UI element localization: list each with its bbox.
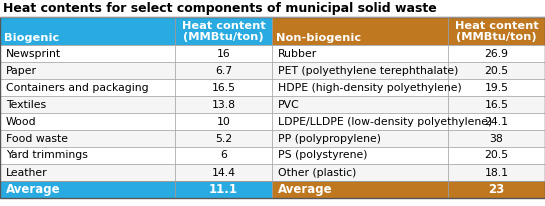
Bar: [272, 130, 448, 147]
Bar: [0, 147, 175, 164]
Bar: [0, 79, 175, 96]
Bar: [0, 17, 545, 198]
Text: Food waste: Food waste: [6, 133, 68, 144]
Bar: [175, 181, 272, 198]
Text: Newsprint: Newsprint: [6, 48, 61, 59]
Text: 6: 6: [220, 151, 227, 160]
Text: Average: Average: [278, 183, 332, 196]
Bar: [448, 79, 545, 96]
Text: Heat content: Heat content: [181, 21, 265, 31]
Bar: [175, 96, 272, 113]
Text: Leather: Leather: [6, 167, 47, 178]
Text: PVC: PVC: [278, 99, 300, 110]
Text: 14.4: 14.4: [211, 167, 235, 178]
Text: Rubber: Rubber: [278, 48, 317, 59]
Text: 16.5: 16.5: [211, 82, 235, 92]
Text: 16.5: 16.5: [485, 99, 508, 110]
Text: 11.1: 11.1: [209, 183, 238, 196]
Text: 19.5: 19.5: [485, 82, 508, 92]
Text: Paper: Paper: [6, 66, 37, 76]
Bar: [272, 45, 448, 62]
Bar: [272, 17, 448, 45]
Text: 18.1: 18.1: [485, 167, 508, 178]
Bar: [448, 130, 545, 147]
Bar: [448, 96, 545, 113]
Bar: [175, 130, 272, 147]
Bar: [0, 164, 175, 181]
Text: 20.5: 20.5: [485, 151, 508, 160]
Bar: [175, 45, 272, 62]
Text: 38: 38: [489, 133, 504, 144]
Bar: [272, 181, 448, 198]
Bar: [0, 62, 175, 79]
Bar: [0, 17, 175, 45]
Bar: [272, 62, 448, 79]
Text: Textiles: Textiles: [6, 99, 46, 110]
Bar: [448, 164, 545, 181]
Text: PP (polypropylene): PP (polypropylene): [278, 133, 381, 144]
Text: Yard trimmings: Yard trimmings: [6, 151, 88, 160]
Text: 6.7: 6.7: [215, 66, 232, 76]
Text: 26.9: 26.9: [485, 48, 508, 59]
Bar: [0, 96, 175, 113]
Bar: [448, 113, 545, 130]
Text: Non-biogenic: Non-biogenic: [276, 33, 361, 43]
Text: LDPE/LLDPE (low-density polyethylene): LDPE/LLDPE (low-density polyethylene): [278, 117, 492, 126]
Bar: [175, 62, 272, 79]
Bar: [0, 113, 175, 130]
Bar: [272, 164, 448, 181]
Text: Containers and packaging: Containers and packaging: [6, 82, 149, 92]
Bar: [175, 79, 272, 96]
Bar: [0, 45, 175, 62]
Bar: [175, 164, 272, 181]
Bar: [272, 113, 448, 130]
Bar: [0, 130, 175, 147]
Text: Average: Average: [6, 183, 60, 196]
Bar: [175, 17, 272, 45]
Text: 13.8: 13.8: [211, 99, 235, 110]
Text: Biogenic: Biogenic: [4, 33, 59, 43]
Text: 20.5: 20.5: [485, 66, 508, 76]
Text: 10: 10: [216, 117, 231, 126]
Text: 16: 16: [216, 48, 231, 59]
Text: 5.2: 5.2: [215, 133, 232, 144]
Text: PET (polyethylene terephthalate): PET (polyethylene terephthalate): [278, 66, 458, 76]
Text: (MMBtu/ton): (MMBtu/ton): [456, 32, 537, 42]
Bar: [448, 45, 545, 62]
Text: HDPE (high-density polyethylene): HDPE (high-density polyethylene): [278, 82, 462, 92]
Text: Other (plastic): Other (plastic): [278, 167, 356, 178]
Text: Heat contents for select components of municipal solid waste: Heat contents for select components of m…: [3, 2, 437, 15]
Bar: [448, 181, 545, 198]
Bar: [448, 147, 545, 164]
Text: Wood: Wood: [6, 117, 37, 126]
Bar: [448, 17, 545, 45]
Text: 23: 23: [488, 183, 505, 196]
Bar: [0, 181, 175, 198]
Bar: [272, 79, 448, 96]
Bar: [448, 62, 545, 79]
Bar: [175, 113, 272, 130]
Text: Heat content: Heat content: [455, 21, 538, 31]
Text: PS (polystyrene): PS (polystyrene): [278, 151, 367, 160]
Text: 24.1: 24.1: [485, 117, 508, 126]
Bar: [272, 147, 448, 164]
Text: (MMBtu/ton): (MMBtu/ton): [183, 32, 264, 42]
Bar: [175, 147, 272, 164]
Bar: [272, 96, 448, 113]
